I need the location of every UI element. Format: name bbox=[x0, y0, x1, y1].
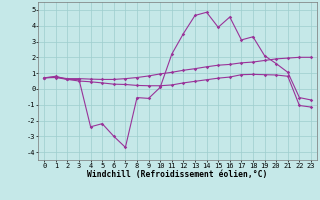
X-axis label: Windchill (Refroidissement éolien,°C): Windchill (Refroidissement éolien,°C) bbox=[87, 170, 268, 179]
